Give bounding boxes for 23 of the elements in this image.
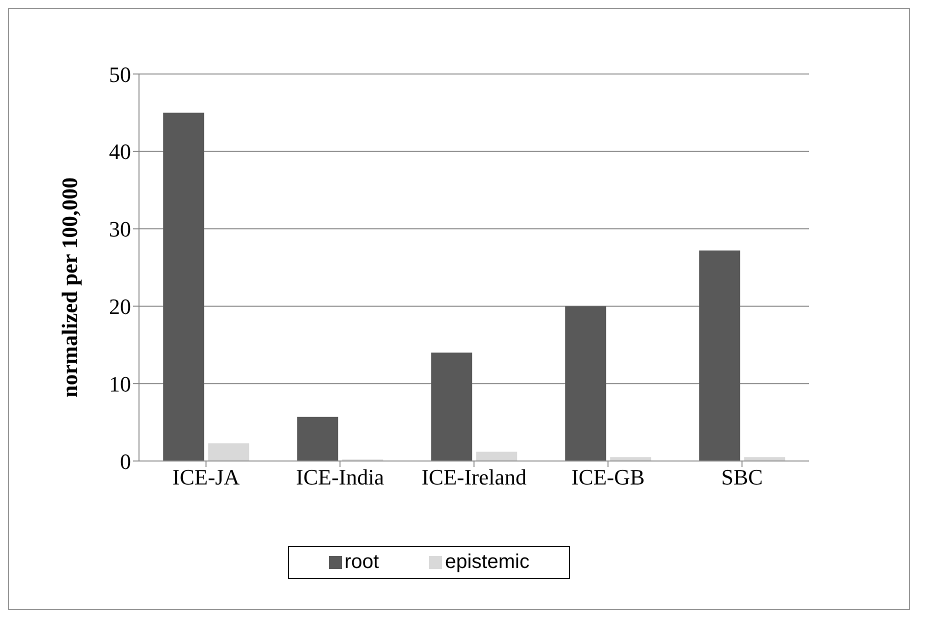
y-tick-label: 40 <box>109 139 131 164</box>
legend-label: epistemic <box>444 551 530 574</box>
legend-label: root <box>344 551 379 574</box>
bar <box>744 457 786 461</box>
x-tick-label: SBC <box>721 464 763 490</box>
y-tick-label: 20 <box>109 294 131 320</box>
y-axis-title: normalized per 100,000 <box>56 177 82 398</box>
bar <box>699 250 740 461</box>
bar <box>431 352 472 461</box>
x-tick-label: ICE-India <box>296 464 384 490</box>
bar <box>565 306 606 461</box>
x-tick-label: ICE-GB <box>571 464 645 490</box>
bar <box>163 112 204 461</box>
y-tick-label: 50 <box>109 62 131 87</box>
bar <box>610 457 652 461</box>
bar <box>208 443 250 461</box>
bar <box>476 452 518 461</box>
y-tick-label: 0 <box>120 448 131 474</box>
y-tick-label: 30 <box>109 216 131 242</box>
y-tick-label: 10 <box>109 371 131 396</box>
x-tick-label: ICE-Ireland <box>421 464 527 490</box>
bar <box>297 416 338 461</box>
x-tick-label: ICE-JA <box>172 464 240 490</box>
